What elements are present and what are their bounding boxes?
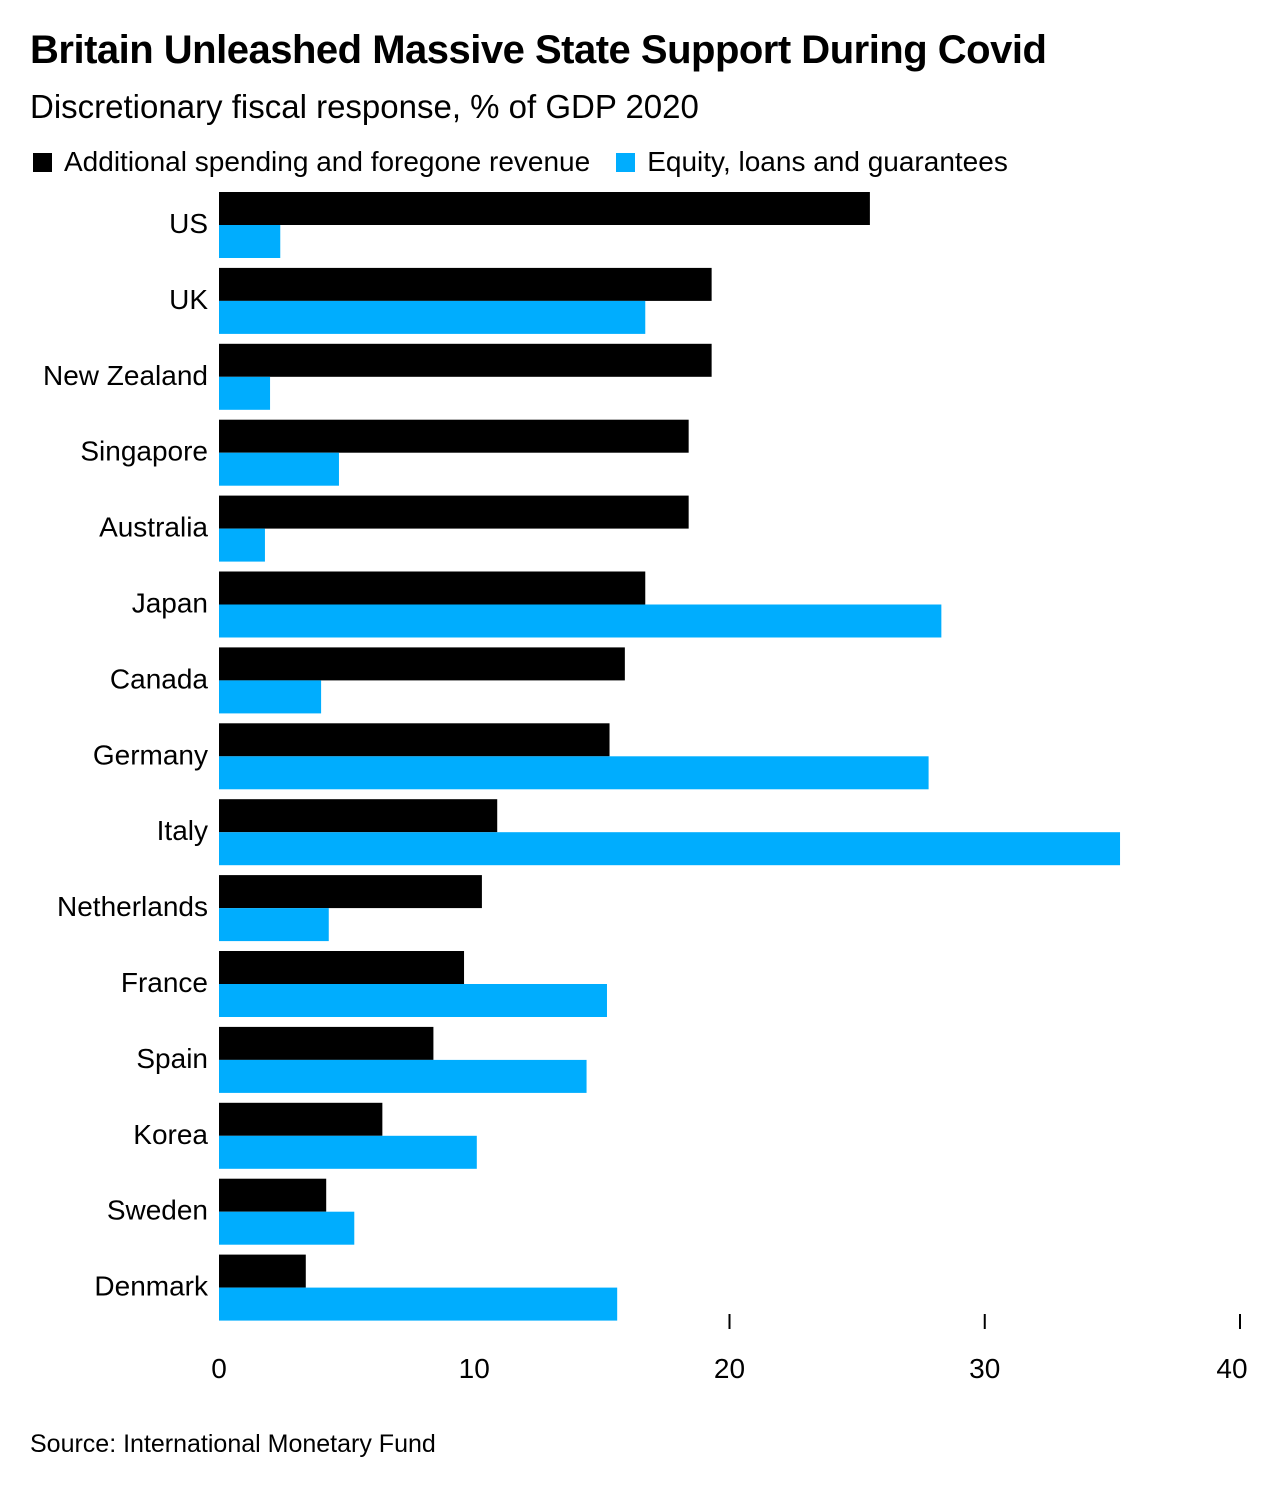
bar-new-zealand-spending bbox=[219, 343, 712, 377]
category-label-korea: Korea bbox=[133, 1119, 208, 1150]
bar-singapore-spending bbox=[219, 419, 689, 453]
bar-germany-equity bbox=[219, 756, 929, 790]
bar-denmark-equity bbox=[219, 1287, 618, 1321]
bar-singapore-equity bbox=[219, 452, 339, 486]
bar-italy-equity bbox=[219, 832, 1121, 866]
bar-us-equity bbox=[219, 225, 281, 258]
legend-label-spending: Additional spending and foregone revenue bbox=[64, 146, 591, 177]
bar-canada-spending bbox=[219, 647, 625, 681]
x-tick-label-30: 30 bbox=[969, 1353, 1000, 1384]
category-label-australia: Australia bbox=[99, 512, 208, 543]
legend-label-equity: Equity, loans and guarantees bbox=[647, 146, 1008, 177]
category-label-spain: Spain bbox=[136, 1043, 208, 1074]
category-label-france: France bbox=[121, 967, 208, 998]
bar-spain-spending bbox=[219, 1026, 434, 1060]
bar-us-spending bbox=[219, 192, 870, 225]
source-note: Source: International Monetary Fund bbox=[30, 1430, 436, 1458]
bar-sweden-equity bbox=[219, 1211, 355, 1245]
category-label-denmark: Denmark bbox=[94, 1271, 209, 1302]
bar-uk-spending bbox=[219, 267, 712, 301]
x-tick-label-10: 10 bbox=[459, 1353, 490, 1384]
bar-australia-spending bbox=[219, 495, 689, 529]
bar-france-spending bbox=[219, 951, 465, 984]
category-label-sweden: Sweden bbox=[107, 1195, 208, 1226]
legend-item-spending: Additional spending and foregone revenue bbox=[33, 146, 590, 178]
legend-swatch-spending bbox=[33, 152, 52, 172]
category-label-germany: Germany bbox=[93, 739, 208, 770]
bar-new-zealand-equity bbox=[219, 376, 271, 410]
bar-netherlands-spending bbox=[219, 875, 482, 909]
bar-italy-spending bbox=[219, 799, 498, 833]
bar-uk-equity bbox=[219, 300, 646, 334]
category-label-uk: UK bbox=[169, 284, 208, 315]
x-tick-label-20: 20 bbox=[714, 1353, 745, 1384]
category-label-canada: Canada bbox=[110, 663, 209, 694]
chart-title: Britain Unleashed Massive State Support … bbox=[30, 28, 1047, 72]
bar-netherlands-equity bbox=[219, 908, 329, 942]
category-label-new-zealand: New Zealand bbox=[43, 360, 208, 391]
x-tick-label-0: 0 bbox=[211, 1353, 227, 1384]
bar-denmark-spending bbox=[219, 1254, 306, 1288]
legend: Additional spending and foregone revenue… bbox=[33, 144, 1034, 180]
bar-germany-spending bbox=[219, 723, 610, 757]
bar-korea-equity bbox=[219, 1135, 477, 1169]
category-label-netherlands: Netherlands bbox=[57, 891, 208, 922]
category-label-italy: Italy bbox=[157, 815, 208, 846]
bar-sweden-spending bbox=[219, 1178, 327, 1212]
bar-france-equity bbox=[219, 984, 607, 1017]
bar-chart: US UK New Zealand Singapore Australia Japan Ca… bbox=[43, 192, 1248, 1384]
bar-japan-spending bbox=[219, 571, 646, 605]
legend-swatch-equity bbox=[616, 152, 636, 172]
bar-korea-spending bbox=[219, 1102, 383, 1136]
bar-australia-equity bbox=[219, 528, 265, 562]
category-label-us: US bbox=[169, 208, 208, 239]
legend-item-equity: Equity, loans and guarantees bbox=[616, 146, 1008, 178]
category-label-singapore: Singapore bbox=[80, 436, 208, 467]
category-label-japan: Japan bbox=[132, 588, 208, 619]
x-tick-label-40: 40 bbox=[1216, 1353, 1247, 1384]
bar-canada-equity bbox=[219, 680, 322, 714]
bar-japan-equity bbox=[219, 604, 942, 638]
chart-subtitle: Discretionary fiscal response, % of GDP … bbox=[30, 88, 699, 125]
bar-spain-equity bbox=[219, 1059, 587, 1093]
